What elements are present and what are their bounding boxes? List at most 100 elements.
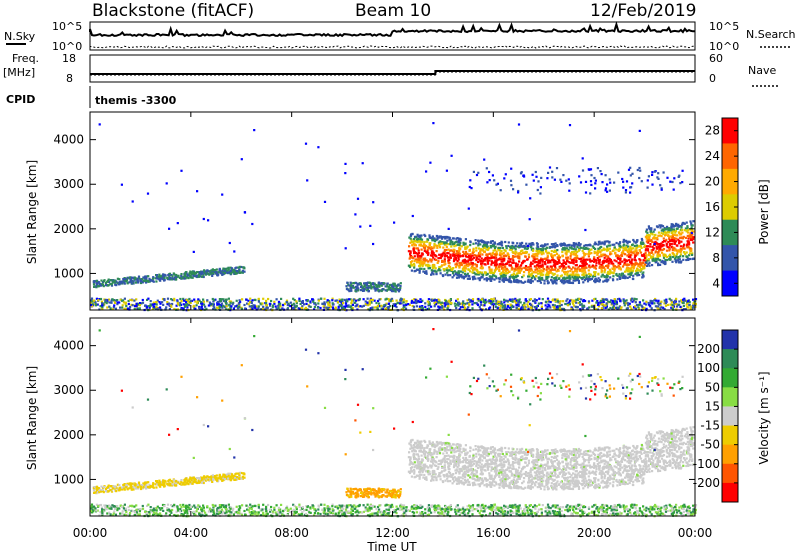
- power-cell: [606, 258, 609, 261]
- power-cell: [566, 298, 569, 301]
- power-cell: [589, 259, 592, 262]
- power-cell: [529, 273, 532, 276]
- power-cell: [153, 305, 156, 308]
- power-cell: [447, 300, 450, 303]
- power-cell: [658, 258, 661, 262]
- power-cell: [547, 252, 550, 255]
- power-cell: [418, 308, 421, 311]
- power-cell: [456, 250, 459, 253]
- power-cell: [694, 298, 698, 301]
- power-cell: [126, 276, 129, 279]
- power-cell: [234, 305, 237, 308]
- power-cell: [520, 253, 523, 256]
- power-cell: [128, 276, 131, 279]
- power-cell: [425, 240, 428, 243]
- power-cell: [626, 249, 629, 252]
- power-cell: [125, 304, 128, 308]
- power-cell: [504, 254, 507, 257]
- power-cell: [495, 183, 498, 186]
- power-cell: [283, 302, 286, 305]
- power-cell: [590, 183, 593, 186]
- power-cell: [189, 276, 192, 279]
- power-cell: [632, 247, 635, 250]
- power-cell: [597, 305, 600, 308]
- power-cell: [148, 305, 151, 308]
- power-cell: [413, 264, 416, 267]
- power-cell: [496, 182, 499, 185]
- power-cell: [641, 239, 644, 242]
- power-cell: [563, 270, 566, 274]
- power-cell: [327, 308, 330, 311]
- power-cell: [550, 268, 553, 271]
- power-cell: [490, 298, 494, 301]
- power-cell: [512, 255, 515, 259]
- power-cell: [530, 277, 534, 280]
- power-cell: [642, 259, 645, 262]
- power-cell: [422, 258, 425, 261]
- power-cell: [517, 304, 520, 308]
- power-cell: [569, 257, 572, 260]
- power-cell: [618, 244, 622, 247]
- power-cell: [656, 238, 659, 241]
- power-cell: [216, 306, 219, 309]
- power-cell: [428, 267, 432, 270]
- power-cell: [261, 302, 264, 305]
- power-cell: [94, 280, 97, 283]
- power-cell: [529, 263, 532, 266]
- power-cell: [538, 297, 541, 300]
- power-cell: [678, 242, 681, 245]
- power-cell: [689, 234, 692, 237]
- power-cell: [526, 268, 529, 271]
- power-cell: [152, 301, 155, 304]
- power-cell: [603, 271, 606, 274]
- power-cell: [200, 302, 204, 305]
- power-cell: [142, 276, 145, 279]
- power-cell: [549, 265, 552, 268]
- power-cell: [671, 303, 674, 307]
- power-cell: [634, 305, 637, 308]
- power-cell: [604, 189, 607, 192]
- power-cell: [123, 279, 126, 282]
- power-cell: [148, 306, 151, 309]
- power-cell: [139, 279, 143, 282]
- power-cell: [475, 265, 478, 268]
- power-cell: [518, 257, 521, 260]
- power-cell: [309, 300, 312, 303]
- power-cell: [469, 179, 472, 182]
- nsky-panel-frame: [89, 21, 696, 51]
- power-cell: [192, 250, 195, 253]
- power-cell: [552, 245, 555, 248]
- power-cell: [203, 272, 206, 275]
- power-cell: [517, 280, 521, 283]
- power-cell: [424, 305, 427, 308]
- power-cell: [202, 217, 205, 221]
- power-cell: [643, 302, 646, 305]
- power-cell: [375, 285, 378, 288]
- power-cell: [602, 247, 605, 250]
- power-cell: [350, 289, 353, 292]
- power-cell: [410, 269, 413, 272]
- power-cell: [506, 271, 509, 274]
- power-cell: [637, 245, 641, 248]
- power-cell: [615, 241, 618, 245]
- power-cell: [689, 307, 692, 310]
- power-cell: [598, 278, 601, 281]
- power-cell: [541, 266, 544, 269]
- power-cell: [553, 272, 556, 276]
- power-cell: [453, 274, 456, 277]
- power-cell: [449, 256, 452, 259]
- nsearch-label: N.Search: [746, 28, 796, 41]
- power-cell: [415, 240, 418, 243]
- power-cell: [627, 255, 630, 258]
- velocity-cell: [408, 509, 411, 512]
- power-cell: [577, 297, 580, 300]
- power-cell: [286, 308, 289, 311]
- power-cell: [614, 252, 617, 255]
- power-cell: [508, 248, 511, 251]
- power-cell: [420, 306, 423, 309]
- power-cell: [147, 275, 150, 278]
- power-cell: [560, 303, 563, 307]
- power-cell: [483, 158, 486, 161]
- power-cell: [251, 299, 254, 302]
- power-cell: [137, 281, 140, 284]
